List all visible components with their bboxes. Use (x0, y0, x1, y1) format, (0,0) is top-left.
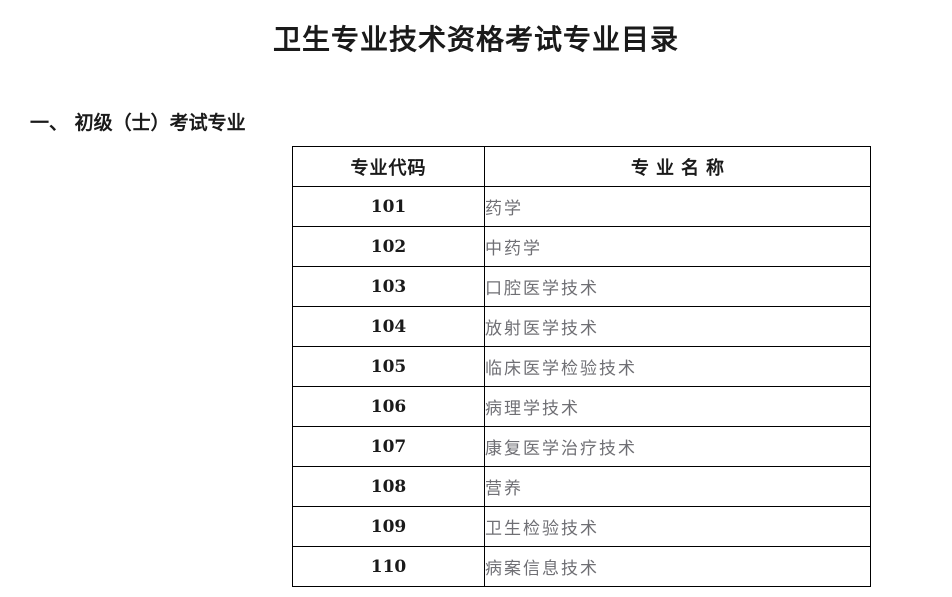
cell-major-code: 108 (292, 466, 485, 507)
cell-major-code: 109 (292, 506, 485, 547)
cell-major-name: 口腔医学技术 (484, 266, 871, 307)
cell-major-code: 106 (292, 386, 485, 427)
table-row: 105 临床医学检验技术 (292, 346, 871, 387)
table-row: 102 中药学 (292, 226, 871, 267)
cell-major-code: 110 (292, 546, 485, 587)
cell-major-name: 临床医学检验技术 (484, 346, 871, 387)
cell-major-name: 中药学 (484, 226, 871, 267)
cell-major-code: 101 (292, 186, 485, 227)
table-row: 107 康复医学治疗技术 (292, 426, 871, 467)
table-row: 104 放射医学技术 (292, 306, 871, 347)
cell-major-code: 103 (292, 266, 485, 307)
section-heading: 一、 初级（士）考试专业 (30, 112, 246, 134)
cell-major-name: 病案信息技术 (484, 546, 871, 587)
column-header-name: 专业名称 (484, 146, 871, 187)
majors-table: 专业代码 专业名称 101 药学 102 中药学 103 口腔医学技术 104 放射医学技术 1… (292, 146, 871, 587)
cell-major-name: 营养 (484, 466, 871, 507)
table-row: 110 病案信息技术 (292, 546, 871, 587)
cell-major-code: 104 (292, 306, 485, 347)
table-row: 101 药学 (292, 186, 871, 227)
table-row: 106 病理学技术 (292, 386, 871, 427)
cell-major-name: 康复医学治疗技术 (484, 426, 871, 467)
cell-major-code: 102 (292, 226, 485, 267)
cell-major-name: 病理学技术 (484, 386, 871, 427)
cell-major-name: 药学 (484, 186, 871, 227)
table-body: 101 药学 102 中药学 103 口腔医学技术 104 放射医学技术 105 临床医学检验技术… (292, 186, 871, 587)
table-row: 109 卫生检验技术 (292, 506, 871, 547)
cell-major-name: 卫生检验技术 (484, 506, 871, 547)
table-header-row: 专业代码 专业名称 (292, 146, 871, 187)
page-title: 卫生专业技术资格考试专业目录 (272, 23, 679, 56)
cell-major-code: 107 (292, 426, 485, 467)
cell-major-code: 105 (292, 346, 485, 387)
table-row: 103 口腔医学技术 (292, 266, 871, 307)
table-row: 108 营养 (292, 466, 871, 507)
cell-major-name: 放射医学技术 (484, 306, 871, 347)
column-header-code: 专业代码 (292, 146, 485, 187)
